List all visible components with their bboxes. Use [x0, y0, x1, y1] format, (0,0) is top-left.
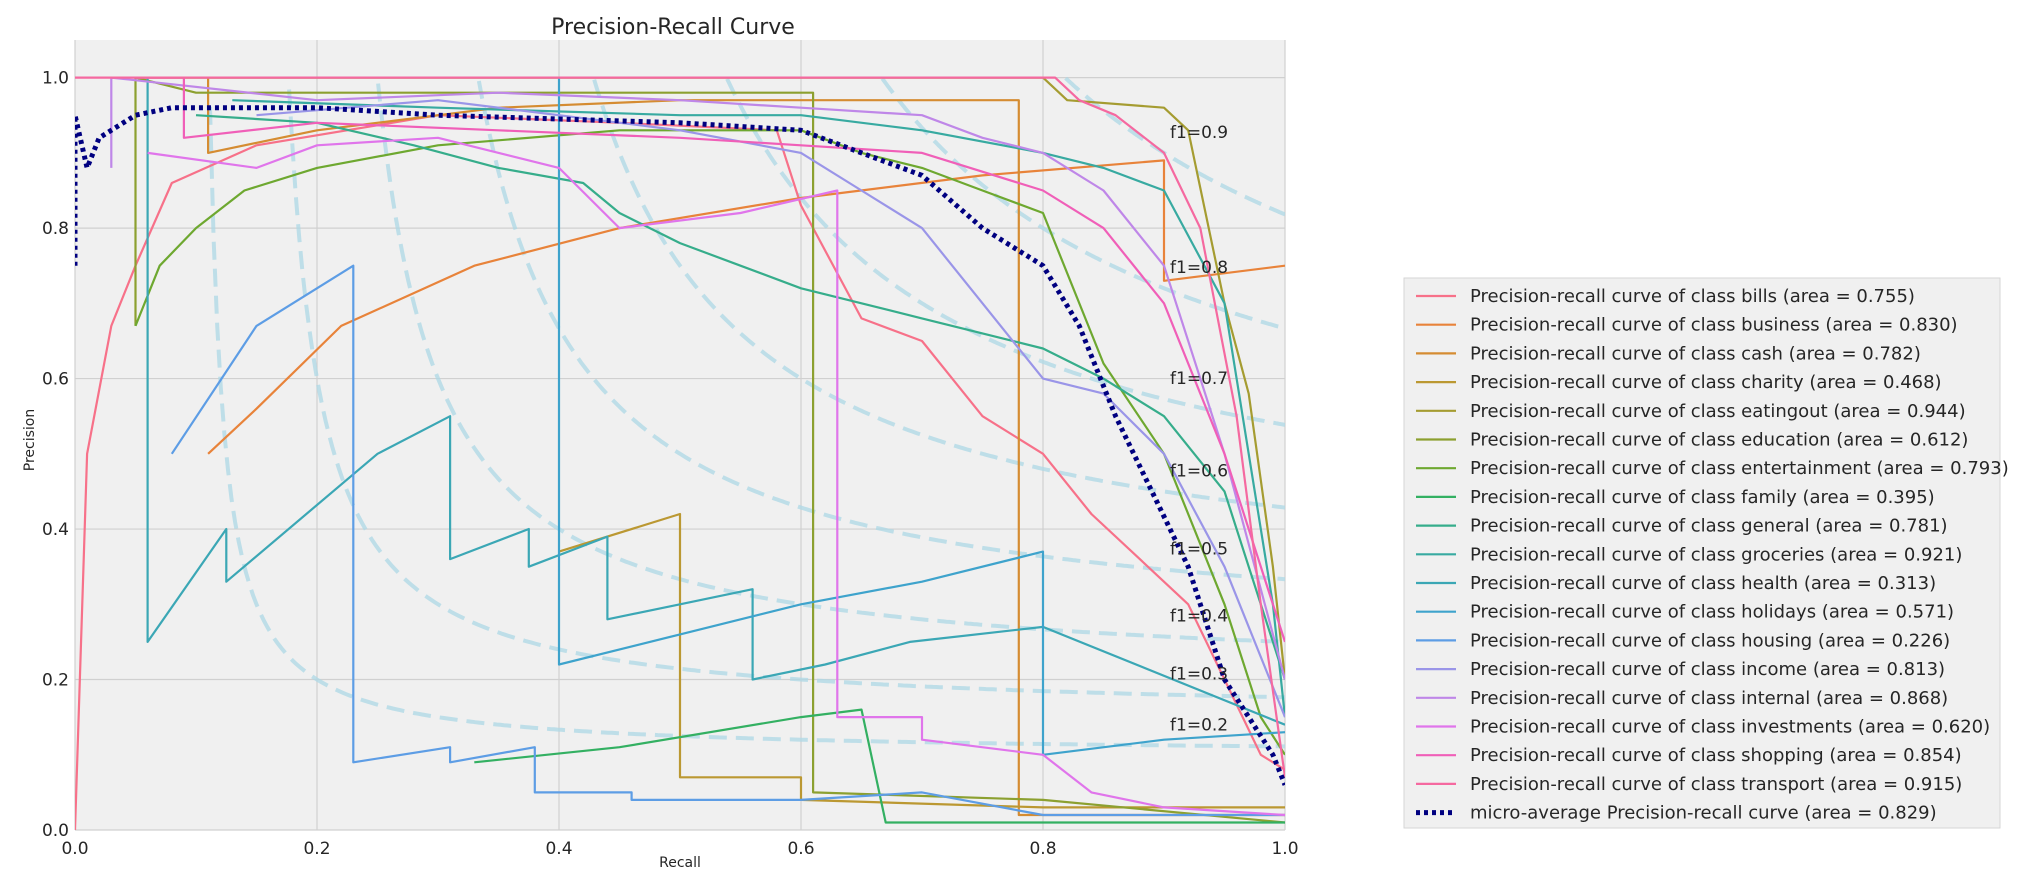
x-tick-label: 0.0 [61, 839, 88, 859]
legend-entry: Precision-recall curve of class housing … [1470, 630, 1950, 651]
y-tick-label: 0.0 [42, 821, 69, 841]
series-line [75, 114, 1285, 830]
iso-f1-labels: f1=0.2 f1=0.3 f1=0.4 f1=0.5 f1=0.6 f1=0.7 f1=0… [1170, 123, 1228, 735]
iso-f1-label: f1=0.7 [1170, 369, 1228, 389]
series-line [558, 512, 1285, 809]
iso-f1-label: f1=0.8 [1170, 258, 1228, 278]
y-axis-label: Precision [22, 409, 38, 471]
series-lines [75, 76, 1285, 830]
x-tick-label: 0.2 [303, 839, 330, 859]
series-line [134, 76, 1285, 824]
iso-f1-curve [880, 77, 1285, 331]
iso-f1-curve [592, 79, 1285, 510]
series-line [232, 99, 1285, 718]
series-line [147, 136, 1285, 817]
iso-f1-label: f1=0.2 [1170, 715, 1228, 735]
legend: Precision-recall curve of class bills (a… [1416, 286, 2009, 824]
legend-entry: Precision-recall curve of class bills (a… [1470, 286, 1915, 307]
iso-f1-label: f1=0.4 [1170, 606, 1228, 626]
legend-entry: Precision-recall curve of class internal… [1470, 688, 1948, 709]
chart-title: Precision-Recall Curve [551, 15, 795, 40]
legend-entry: Precision-recall curve of class income (… [1470, 659, 1945, 680]
legend-entry: Precision-recall curve of class grocerie… [1470, 544, 1962, 565]
legend-entry: Precision-recall curve of class transpor… [1470, 774, 1962, 795]
iso-f1-label: f1=0.6 [1170, 461, 1228, 481]
legend-entry: micro-average Precision-recall curve (ar… [1470, 803, 1937, 824]
legend-entry: Precision-recall curve of class educatio… [1470, 430, 1968, 451]
y-tick-label: 0.4 [42, 520, 69, 540]
x-tick-label: 0.6 [787, 839, 814, 859]
legend-entry: Precision-recall curve of class shopping… [1470, 745, 1962, 766]
legend-box [1403, 277, 2001, 829]
series-line [256, 99, 1285, 718]
iso-f1-curve [1064, 76, 1285, 217]
series-line [474, 708, 1285, 824]
iso-f1-curve [376, 83, 1285, 644]
legend-entry: Precision-recall curve of class business… [1470, 315, 1958, 336]
legend-entry: Precision-recall curve of class cash (ar… [1470, 343, 1921, 364]
iso-f1-curve [208, 106, 1285, 749]
y-tick-label: 1.0 [42, 69, 69, 89]
y-tick-label: 0.6 [42, 370, 69, 390]
legend-entry: Precision-recall curve of class holidays… [1470, 602, 1954, 623]
iso-f1-curve [287, 89, 1285, 700]
legend-entry: Precision-recall curve of class entertai… [1470, 458, 2009, 479]
iso-f1-label: f1=0.5 [1170, 540, 1228, 560]
y-tick-label: 0.8 [42, 219, 69, 239]
legend-entry: Precision-recall curve of class investme… [1470, 717, 1990, 738]
x-axis-label: Recall [659, 855, 701, 871]
axis-ticks: 0.0 0.2 0.4 0.6 0.8 1.0 0.0 0.2 0.4 0.6 0.8 1.0 [42, 69, 1299, 859]
series-line [557, 77, 1285, 756]
legend-entry: Precision-recall curve of class eatingou… [1470, 401, 1966, 422]
series-line [135, 76, 1285, 643]
series-line [110, 76, 1285, 680]
series-line [195, 114, 1285, 680]
legend-entry: Precision-recall curve of class general … [1470, 516, 1948, 537]
series-line [170, 264, 1285, 817]
legend-entry: Precision-recall curve of class health (… [1470, 573, 1936, 594]
legend-entry: Precision-recall curve of class family (… [1470, 487, 1935, 508]
series-line [75, 76, 1285, 778]
iso-f1-label: f1=0.3 [1170, 665, 1228, 685]
series-line [207, 159, 1285, 455]
x-tick-label: 0.8 [1029, 839, 1056, 859]
iso-f1-curve [725, 78, 1285, 427]
x-tick-label: 1.0 [1271, 839, 1298, 859]
legend-entry: Precision-recall curve of class charity … [1470, 372, 1942, 393]
x-tick-label: 0.4 [545, 839, 572, 859]
iso-f1-label: f1=0.9 [1170, 123, 1228, 143]
series-line [146, 77, 1285, 726]
y-tick-label: 0.2 [42, 671, 69, 691]
